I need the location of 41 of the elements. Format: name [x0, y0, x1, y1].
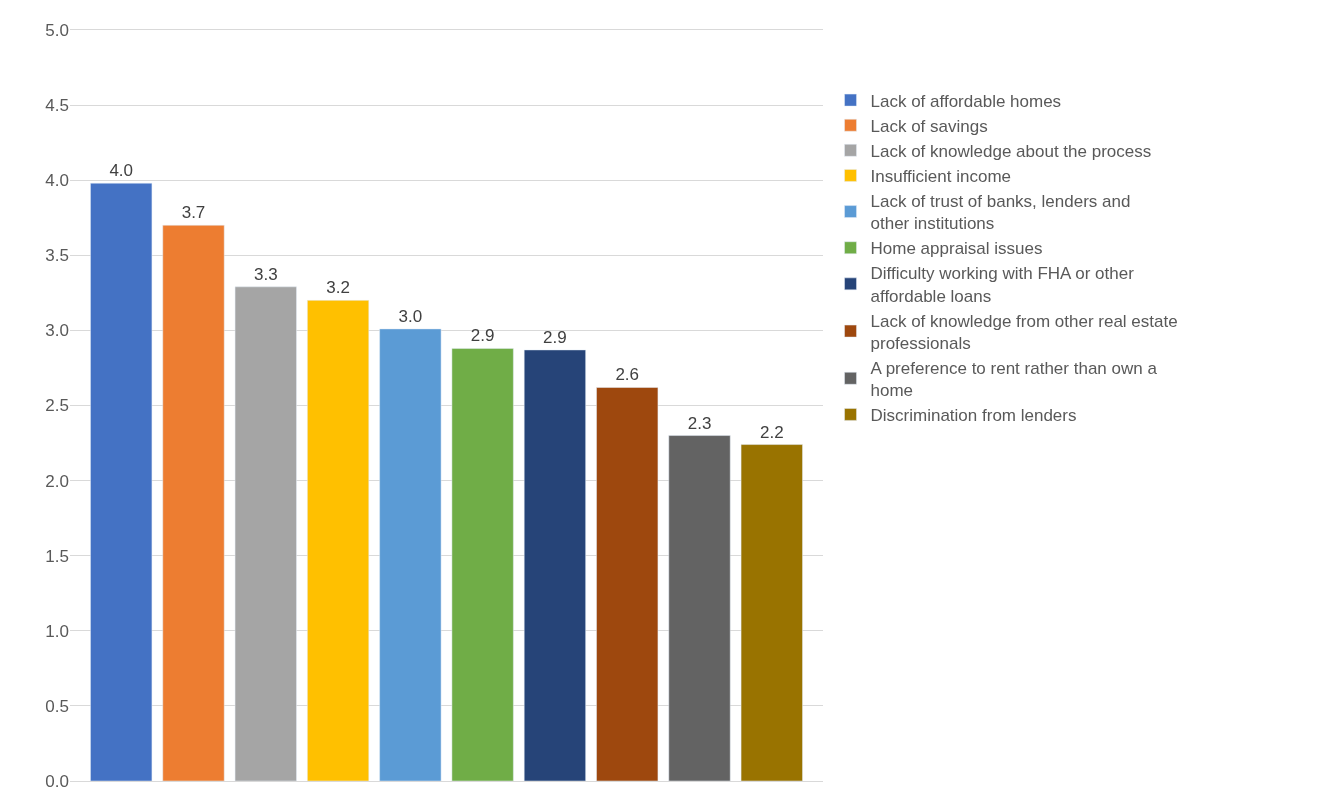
legend-label: Lack of affordable homes — [870, 91, 1062, 111]
data-label: 3.7 — [181, 203, 206, 223]
bar — [668, 435, 731, 781]
legend-label: Home appraisal issues — [870, 239, 1043, 259]
data-label: 3.3 — [253, 264, 278, 284]
legend-label: Insufficient income — [870, 167, 1012, 187]
y-tick-label: 2.0 — [45, 471, 69, 491]
legend-label: Lack of trust of banks, lenders and other institutions — [870, 192, 1131, 234]
data-label: 3.2 — [326, 278, 350, 298]
legend-label: A preference to rent rather than own a home — [870, 358, 1158, 400]
legend-label: Lack of savings — [870, 116, 988, 136]
bar — [596, 387, 659, 781]
data-label: 2.2 — [759, 422, 784, 442]
bar — [523, 349, 586, 781]
data-label: 4.0 — [109, 161, 134, 181]
bar — [307, 300, 370, 781]
legend-label: Lack of knowledge from other real estate professionals — [870, 311, 1178, 353]
bar — [740, 444, 803, 781]
y-tick-label: 0.0 — [45, 771, 69, 791]
y-tick-label: 1.5 — [45, 546, 69, 566]
y-tick-label: 1.0 — [45, 621, 69, 641]
y-tick-label: 2.5 — [45, 396, 69, 416]
data-label: 2.9 — [470, 326, 495, 346]
data-label: 3.0 — [398, 306, 423, 326]
legend-label: Discrimination from lenders — [870, 406, 1077, 426]
bar — [90, 182, 153, 781]
y-tick-label: 3.0 — [45, 321, 69, 341]
bar — [379, 328, 442, 781]
legend-label: Difficulty working with FHA or other affordable loans — [870, 264, 1135, 306]
y-tick-label: 4.5 — [45, 96, 69, 116]
bar — [162, 225, 225, 781]
bar — [234, 286, 297, 781]
legend-label: Lack of knowledge about the process — [870, 141, 1152, 161]
data-label: 2.9 — [543, 327, 567, 347]
y-tick-label: 4.0 — [45, 171, 69, 191]
y-tick-label: 3.5 — [45, 246, 69, 266]
y-tick-label: 0.5 — [45, 696, 69, 716]
y-tick-label: 5.0 — [45, 20, 69, 40]
data-label: 2.6 — [615, 365, 640, 385]
data-label: 2.3 — [687, 413, 712, 433]
bar — [451, 348, 514, 781]
